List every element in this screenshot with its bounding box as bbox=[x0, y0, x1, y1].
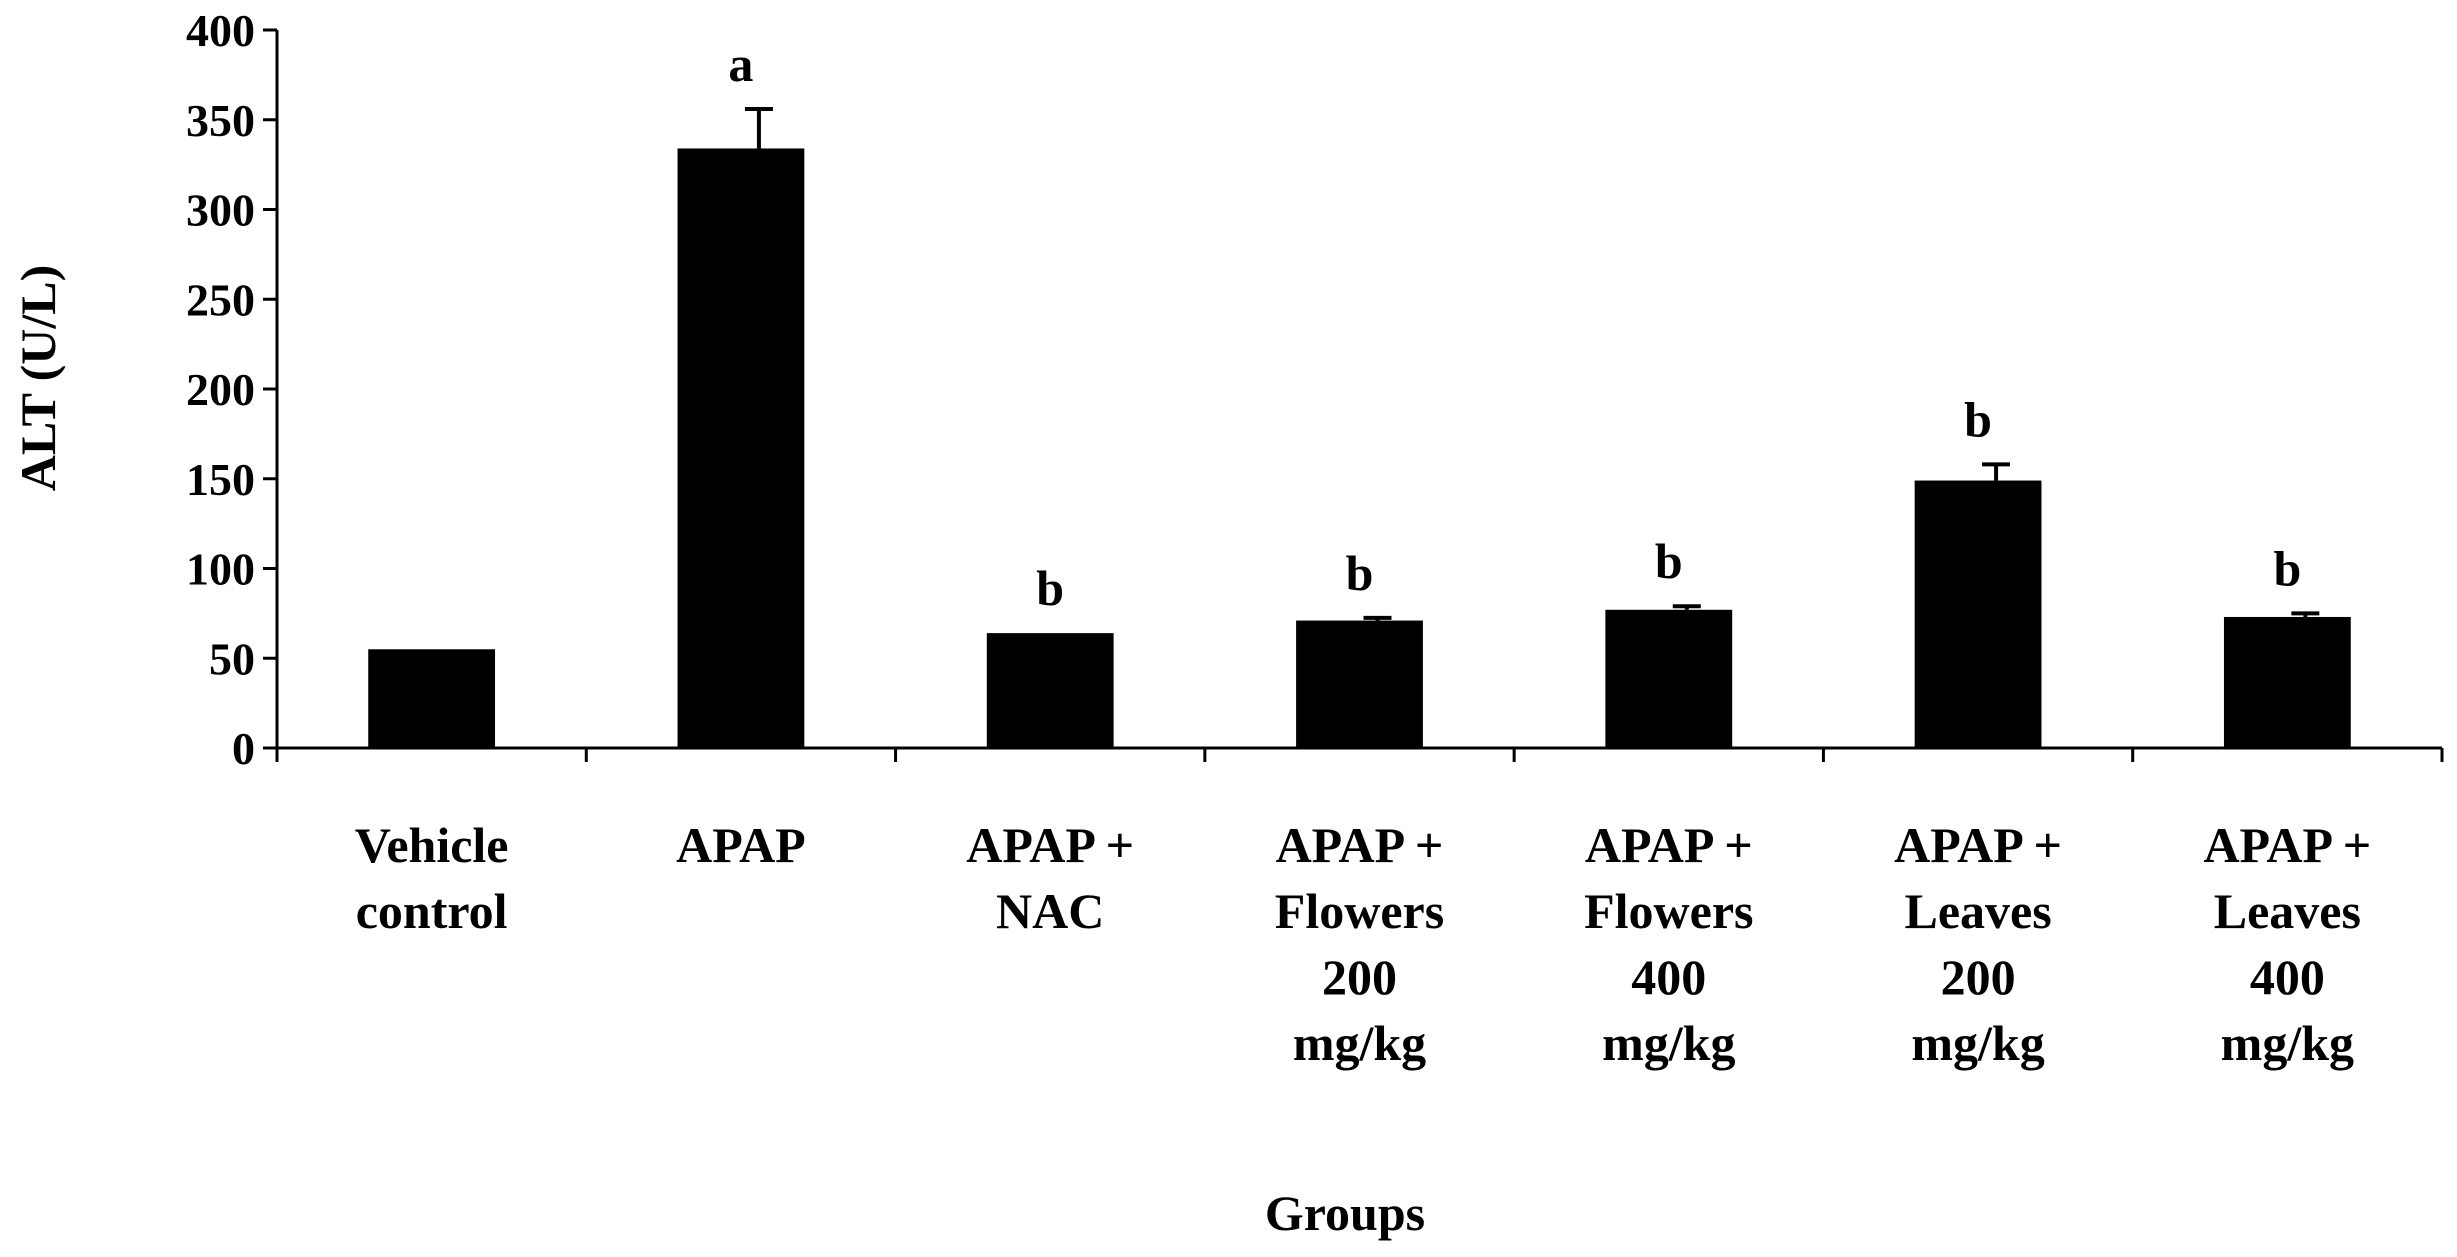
x-tick-label: control bbox=[356, 883, 508, 939]
x-tick-label: APAP + bbox=[966, 817, 1134, 873]
x-tick-label: 200 bbox=[1941, 949, 2016, 1005]
significance-letter: a bbox=[728, 36, 753, 92]
x-tick-label: Leaves bbox=[2214, 883, 2361, 939]
x-tick-label: 400 bbox=[2250, 949, 2325, 1005]
x-tick-label: mg/kg bbox=[2221, 1015, 2354, 1071]
x-axis bbox=[275, 746, 2444, 762]
y-tick-label: 400 bbox=[186, 5, 255, 56]
x-tick-label: APAP + bbox=[2203, 817, 2371, 873]
x-tick-label: Leaves bbox=[1904, 883, 2051, 939]
y-tick-label: 150 bbox=[186, 454, 255, 505]
x-tick-label: Flowers bbox=[1275, 883, 1444, 939]
bar bbox=[1605, 609, 1733, 748]
bar bbox=[368, 649, 496, 748]
x-tick-label: mg/kg bbox=[1602, 1015, 1735, 1071]
y-tick-label: 250 bbox=[186, 274, 255, 325]
x-tick-label: APAP + bbox=[1276, 817, 1444, 873]
y-tick-label: 0 bbox=[232, 723, 255, 774]
y-tick-label: 200 bbox=[186, 364, 255, 415]
significance-letter: b bbox=[2273, 540, 2301, 596]
y-tick-label: 100 bbox=[186, 544, 255, 595]
x-tick-label: APAP + bbox=[1585, 817, 1753, 873]
y-tick-label: 300 bbox=[186, 185, 255, 236]
significance-letter: b bbox=[1346, 545, 1374, 601]
x-tick-label: Flowers bbox=[1584, 883, 1753, 939]
y-tick-label: 50 bbox=[209, 633, 255, 684]
bars bbox=[368, 148, 2351, 749]
y-axis: 0 50 100 150 200 250 300 350 400 bbox=[186, 5, 279, 774]
x-tick-label: Vehicle bbox=[355, 817, 509, 873]
x-tick-label: 200 bbox=[1322, 949, 1397, 1005]
bar bbox=[677, 148, 805, 749]
significance-letters: a b b b b b bbox=[728, 36, 2301, 616]
error-bars bbox=[744, 106, 2320, 621]
x-tick-label: 400 bbox=[1631, 949, 1706, 1005]
bar bbox=[1296, 620, 1423, 748]
x-tick-label: mg/kg bbox=[1293, 1015, 1426, 1071]
x-axis-title: Groups bbox=[1265, 1185, 1425, 1241]
x-tick-label: APAP bbox=[676, 817, 806, 873]
x-tick-label: APAP + bbox=[1894, 817, 2062, 873]
x-tick-labels: Vehicle control APAP APAP + NAC APAP + Flowers… bbox=[355, 817, 2371, 1071]
y-tick-label: 350 bbox=[186, 95, 255, 146]
x-tick-label: mg/kg bbox=[1911, 1015, 2044, 1071]
significance-letter: b bbox=[1964, 391, 1992, 447]
x-tick-label: NAC bbox=[996, 883, 1104, 939]
bar bbox=[2223, 616, 2351, 748]
bar bbox=[1914, 480, 2042, 748]
y-axis-title: ALT (U/L) bbox=[10, 265, 66, 491]
bar bbox=[986, 633, 1114, 748]
significance-letter: b bbox=[1036, 560, 1064, 616]
significance-letter: b bbox=[1655, 533, 1683, 589]
